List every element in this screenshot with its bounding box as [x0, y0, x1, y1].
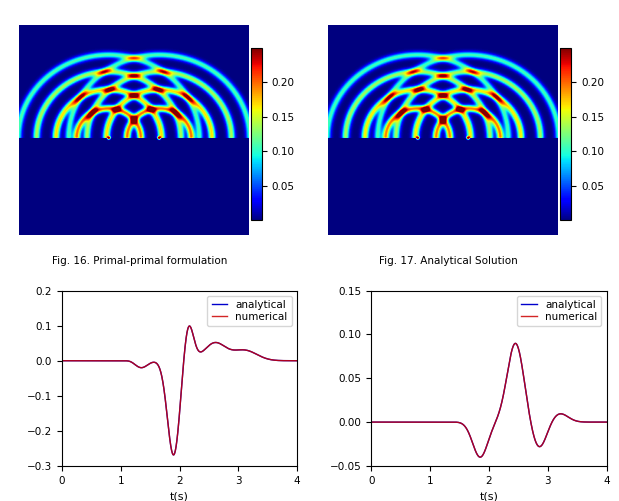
numerical — [553, 412, 561, 418]
numerical — [476, 454, 483, 460]
analytical — [70, 358, 77, 364]
Line: analytical: analytical — [62, 326, 297, 455]
analytical — [167, 438, 174, 444]
analytical — [293, 358, 301, 364]
analytical — [482, 445, 490, 451]
numerical — [287, 358, 294, 364]
Legend: analytical, numerical: analytical, numerical — [517, 296, 602, 326]
analytical — [379, 419, 387, 425]
analytical — [244, 347, 251, 353]
analytical — [287, 358, 294, 364]
numerical — [368, 419, 375, 425]
numerical — [603, 419, 610, 425]
numerical — [186, 323, 193, 329]
numerical — [596, 419, 604, 425]
numerical — [173, 441, 180, 447]
X-axis label: t(s): t(s) — [480, 491, 498, 501]
analytical — [596, 419, 604, 425]
numerical — [477, 454, 484, 460]
analytical — [477, 454, 484, 460]
numerical — [244, 347, 251, 353]
numerical — [512, 340, 519, 346]
Text: Fig. 16. Primal-primal formulation: Fig. 16. Primal-primal formulation — [51, 256, 227, 266]
numerical — [287, 358, 294, 364]
numerical — [70, 358, 77, 364]
numerical — [293, 358, 301, 364]
analytical — [170, 452, 177, 458]
analytical — [553, 412, 561, 418]
analytical — [596, 419, 604, 425]
analytical — [603, 419, 610, 425]
numerical — [596, 419, 604, 425]
analytical — [173, 441, 180, 447]
analytical — [287, 358, 294, 364]
Legend: analytical, numerical: analytical, numerical — [207, 296, 292, 326]
numerical — [482, 445, 490, 451]
analytical — [58, 358, 66, 364]
X-axis label: t(s): t(s) — [170, 491, 189, 501]
numerical — [379, 419, 387, 425]
analytical — [368, 419, 375, 425]
numerical — [170, 452, 177, 458]
numerical — [167, 438, 174, 444]
Line: numerical: numerical — [371, 343, 607, 457]
Line: numerical: numerical — [62, 326, 297, 455]
analytical — [476, 454, 483, 460]
analytical — [512, 340, 519, 346]
Text: Fig. 17. Analytical Solution: Fig. 17. Analytical Solution — [379, 256, 518, 266]
analytical — [186, 323, 193, 329]
Line: analytical: analytical — [371, 343, 607, 457]
numerical — [58, 358, 66, 364]
